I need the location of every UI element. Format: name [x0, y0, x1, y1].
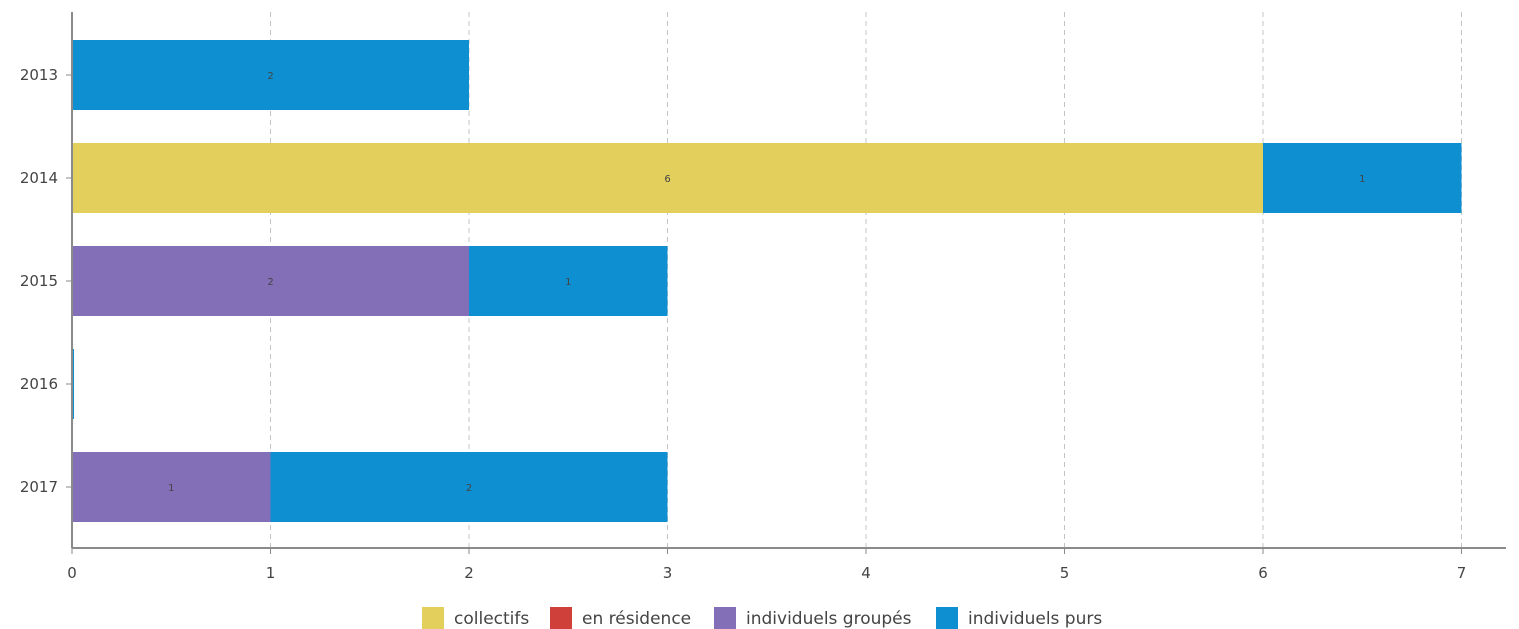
legend-swatch: [422, 607, 444, 629]
legend-swatch: [550, 607, 572, 629]
y-tick-label: 2015: [20, 272, 58, 290]
x-tick-label: 3: [663, 564, 673, 582]
bar-value-labels: 2 6 1 2 1 1 2: [168, 71, 1365, 494]
legend-swatch: [936, 607, 958, 629]
bar-value-label: 2: [267, 71, 273, 82]
bars: [72, 40, 1462, 522]
bar-segment: [72, 143, 1263, 213]
x-tick-label: 7: [1457, 564, 1467, 582]
bar-segment: [72, 246, 469, 316]
y-tick-label: 2013: [20, 66, 58, 84]
y-tick-label: 2014: [20, 169, 58, 187]
legend-label: en résidence: [582, 609, 691, 629]
legend-label: collectifs: [454, 609, 529, 629]
bar-value-label: 2: [267, 277, 273, 288]
x-tick-label: 1: [266, 564, 276, 582]
bar-value-label: 6: [664, 174, 670, 185]
y-tick-label: 2016: [20, 375, 58, 393]
bar-value-label: 1: [565, 277, 571, 288]
bar-value-label: 1: [168, 483, 174, 494]
legend-label: individuels purs: [968, 609, 1102, 629]
y-tick-label: 2017: [20, 478, 58, 496]
bar-segment: [72, 40, 469, 110]
x-tick-label: 5: [1060, 564, 1070, 582]
legend: collectifs en résidence individuels groupé…: [422, 607, 1102, 629]
x-tick-label: 6: [1258, 564, 1268, 582]
legend-swatch: [714, 607, 736, 629]
bar-segment: [469, 246, 668, 316]
x-tick-label: 4: [861, 564, 871, 582]
legend-label: individuels groupés: [746, 609, 912, 629]
x-tick-label: 0: [67, 564, 77, 582]
bar-segment: [1263, 143, 1462, 213]
x-axis-ticks: 0 1 2 3 4 5 6 7: [67, 548, 1466, 582]
bar-value-label: 2: [466, 483, 472, 494]
x-tick-label: 2: [464, 564, 474, 582]
bar-segment: [72, 452, 271, 522]
y-axis-ticks: 2013 2014 2015 2016 2017: [20, 66, 72, 496]
bar-value-label: 1: [1359, 174, 1365, 185]
axes: [71, 12, 1506, 549]
bar-segment: [270, 452, 668, 522]
